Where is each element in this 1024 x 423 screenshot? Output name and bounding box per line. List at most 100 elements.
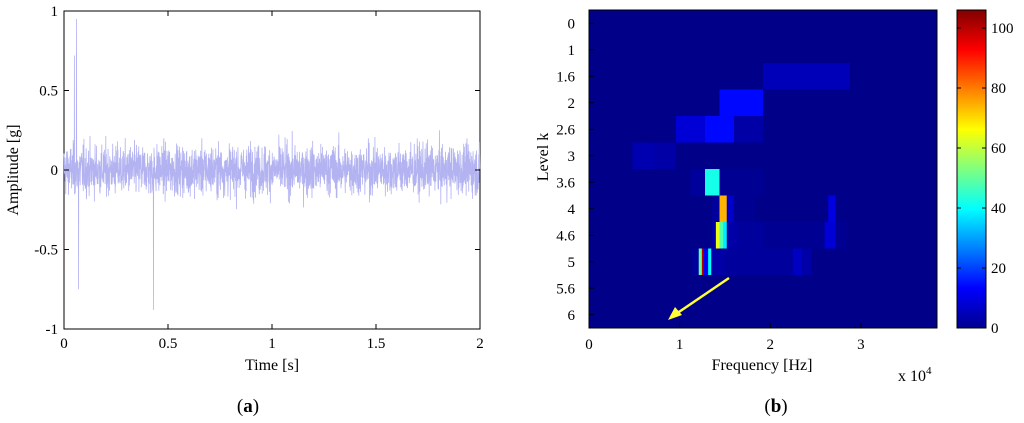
heatmap-cell bbox=[748, 275, 750, 302]
heatmap-cell bbox=[753, 248, 756, 276]
heatmap-cell bbox=[850, 63, 938, 90]
heatmap-cell bbox=[814, 275, 817, 302]
heatmap-cell bbox=[934, 275, 936, 302]
heatmap-cell bbox=[872, 248, 875, 276]
heatmap-cell bbox=[755, 195, 764, 223]
heatmap-cell bbox=[894, 275, 897, 302]
heatmap-cell bbox=[806, 248, 809, 276]
heatmap-cell bbox=[763, 36, 938, 64]
heatmap-cell bbox=[621, 275, 624, 302]
heatmap-cell bbox=[886, 248, 889, 276]
heatmap-cell bbox=[594, 275, 597, 302]
heatmap-cell bbox=[773, 275, 776, 302]
heatmap-cell bbox=[769, 275, 772, 302]
heatmap-cell bbox=[909, 275, 912, 302]
heatmap-cell bbox=[819, 248, 822, 276]
heatmap-cell bbox=[904, 222, 909, 249]
heatmap-cell bbox=[795, 275, 798, 302]
heatmap-cell bbox=[695, 275, 697, 302]
heatmap-cell bbox=[772, 275, 775, 302]
heatmap-cell bbox=[765, 275, 768, 302]
heatmap-cell bbox=[610, 142, 633, 170]
heatmap-cell bbox=[791, 248, 794, 276]
heatmap-cell bbox=[916, 248, 919, 276]
colorbar-tick-label: 60 bbox=[991, 141, 1006, 157]
heatmap-cell bbox=[853, 222, 858, 249]
heatmap-cell bbox=[892, 275, 894, 302]
heatmap-cell bbox=[850, 248, 853, 276]
heatmap-cell bbox=[609, 275, 612, 302]
heatmap-cell bbox=[795, 248, 798, 276]
heatmap-cell bbox=[672, 248, 674, 276]
heatmap-cell bbox=[654, 275, 656, 302]
colorbar-tick-label: 0 bbox=[991, 321, 999, 337]
heatmap-cell bbox=[903, 275, 905, 302]
heatmap-cell bbox=[908, 195, 916, 223]
heatmap-cell bbox=[777, 195, 786, 223]
heatmap-cell bbox=[780, 248, 783, 276]
heatmap-cell bbox=[628, 275, 631, 302]
heatmap-cell bbox=[750, 248, 753, 276]
heatmap-cell bbox=[830, 248, 833, 276]
heatmap-cell bbox=[784, 275, 787, 302]
heatmap-cell bbox=[636, 275, 639, 302]
heatmap-cell bbox=[850, 222, 854, 249]
heatmap-cell bbox=[874, 248, 877, 276]
heatmap-cell bbox=[689, 275, 692, 302]
heatmap-cell bbox=[714, 248, 717, 276]
heatmap-cell bbox=[851, 275, 854, 302]
heatmap-cell bbox=[734, 169, 749, 196]
heatmap-cell bbox=[754, 275, 757, 302]
heatmap-cell bbox=[883, 275, 886, 302]
heatmap-cell bbox=[838, 248, 841, 276]
heatmap-cell bbox=[758, 275, 761, 302]
heatmap-cell bbox=[797, 248, 800, 276]
heatmap-cell bbox=[782, 275, 784, 302]
heatmap-cell bbox=[598, 248, 601, 276]
heatmap-cell bbox=[693, 275, 696, 302]
heatmap-cell bbox=[722, 275, 724, 302]
heatmap-cell bbox=[816, 275, 818, 302]
colorbar-tick-label: 40 bbox=[991, 201, 1006, 217]
level-tick-label: 0 bbox=[568, 16, 576, 32]
x-tick-label-b: 3 bbox=[857, 337, 865, 353]
heatmap-cell bbox=[857, 195, 865, 223]
heatmap-cell bbox=[827, 248, 830, 276]
heatmap-cell bbox=[618, 248, 621, 276]
heatmap-cell bbox=[703, 275, 705, 302]
heatmap-cell bbox=[871, 222, 876, 249]
heatmap-cell bbox=[739, 275, 742, 302]
heatmap-cell bbox=[850, 169, 865, 196]
heatmap-cell bbox=[688, 275, 690, 302]
heatmap-cell bbox=[822, 248, 825, 276]
heatmap-cell bbox=[825, 248, 828, 276]
level-tick-label: 6 bbox=[568, 308, 576, 324]
heatmap-cell bbox=[673, 248, 676, 276]
heatmap-cell bbox=[863, 248, 866, 276]
heatmap-cell bbox=[927, 275, 930, 302]
heatmap-cell bbox=[922, 248, 925, 276]
heatmap-cell bbox=[610, 195, 619, 223]
heatmap-cell bbox=[864, 248, 867, 276]
heatmap-cell bbox=[878, 275, 881, 302]
heatmap-cell bbox=[821, 169, 836, 196]
heatmap-cell bbox=[833, 275, 836, 302]
y-tick-label-a: 1 bbox=[51, 4, 59, 20]
heatmap-cell bbox=[831, 248, 834, 276]
heatmap-cell bbox=[806, 169, 822, 196]
heatmap-cell bbox=[773, 248, 776, 276]
heatmap-cell bbox=[647, 169, 662, 196]
heatmap-cell bbox=[640, 248, 643, 276]
heatmap-cell bbox=[635, 275, 637, 302]
heatmap-cell bbox=[862, 275, 864, 302]
heatmap-cell bbox=[709, 248, 712, 276]
heatmap-cell bbox=[879, 222, 883, 249]
heatmap-cell bbox=[911, 222, 916, 249]
heatmap-cell bbox=[802, 275, 805, 302]
heatmap-cell bbox=[859, 275, 862, 302]
heatmap-cell bbox=[723, 248, 726, 276]
heatmap-cell bbox=[791, 275, 794, 302]
heatmap-cell bbox=[647, 222, 651, 249]
heatmap-cell bbox=[589, 63, 677, 90]
